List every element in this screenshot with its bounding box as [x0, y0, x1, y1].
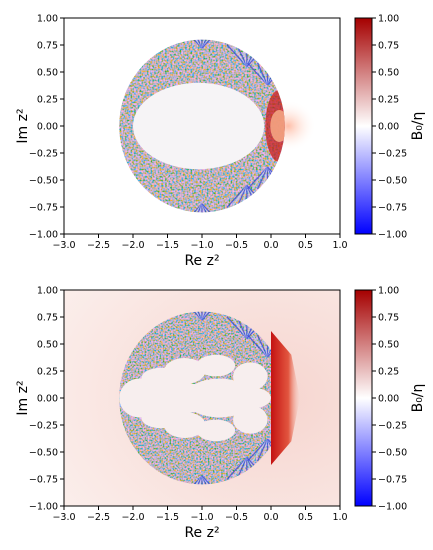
- interior-lobe: [184, 378, 254, 418]
- x-tick-label: −3.0: [52, 240, 75, 251]
- x-tick-label: −2.0: [121, 240, 144, 251]
- colorbar-tick-label: 0.75: [378, 41, 399, 52]
- x-tick-label: −1.0: [190, 512, 213, 523]
- red-cap: [271, 331, 300, 465]
- y-tick-label: 0.25: [37, 95, 58, 106]
- y-tick-label: −0.75: [29, 475, 58, 486]
- y-tick-label: −0.25: [29, 149, 58, 160]
- colorbar-label: B₀/η: [410, 112, 426, 141]
- x-tick-label: −0.5: [225, 240, 248, 251]
- colorbar-tick-label: −0.25: [378, 149, 407, 160]
- y-axis-label: Im z²: [15, 380, 31, 415]
- colorbar-tick-label: −0.50: [378, 176, 407, 187]
- colorbar-tick-label: 1.00: [378, 14, 399, 25]
- colorbar-tick-label: −0.75: [378, 475, 407, 486]
- colorbar-tick-label: −1.00: [378, 230, 407, 241]
- interior-lobe: [233, 405, 268, 434]
- interior-lobe: [196, 354, 236, 377]
- y-tick-label: 1.00: [37, 286, 58, 297]
- colorbar-tick-label: 0.25: [378, 367, 399, 378]
- interior-lobe: [229, 387, 271, 409]
- y-tick-label: 0.00: [37, 122, 58, 133]
- x-tick-label: −2.5: [87, 240, 110, 251]
- y-tick-label: 0.75: [37, 41, 58, 52]
- colorbar-label: B₀/η: [410, 384, 426, 413]
- x-axis-label: Re z²: [184, 253, 219, 269]
- y-tick-label: −1.00: [29, 502, 58, 513]
- colorbar: [354, 17, 373, 235]
- heatmap-panel-2: [64, 290, 340, 506]
- heatmap-panel-1: [64, 18, 340, 234]
- y-axis-label: Im z²: [15, 108, 31, 143]
- interior-lobe: [164, 412, 206, 438]
- x-tick-label: 0.0: [263, 512, 278, 523]
- x-tick-label: −3.0: [52, 512, 75, 523]
- colorbar-tick-label: 0.50: [378, 340, 399, 351]
- y-tick-label: 0.75: [37, 313, 58, 324]
- x-tick-label: 0.0: [263, 240, 278, 251]
- x-tick-label: −1.0: [190, 240, 213, 251]
- x-axis-label: Re z²: [184, 525, 219, 541]
- colorbar-tick-label: 0.25: [378, 95, 399, 106]
- colorbar-tick-label: 0.00: [378, 394, 399, 405]
- y-tick-label: 0.50: [37, 68, 58, 79]
- y-tick-label: 0.00: [37, 394, 58, 405]
- colorbar-tick-label: −0.50: [378, 448, 407, 459]
- y-tick-label: −0.50: [29, 448, 58, 459]
- y-tick-label: 0.50: [37, 340, 58, 351]
- colorbar-tick-label: 0.75: [378, 313, 399, 324]
- y-tick-label: −0.25: [29, 421, 58, 432]
- x-tick-label: −1.5: [156, 240, 179, 251]
- x-tick-label: 1.0: [332, 240, 347, 251]
- colorbar-tick-label: −0.75: [378, 203, 407, 214]
- x-tick-label: −0.5: [225, 512, 248, 523]
- y-tick-label: −1.00: [29, 230, 58, 241]
- interior-lobe: [119, 378, 161, 418]
- y-tick-label: 0.25: [37, 367, 58, 378]
- x-tick-label: −2.0: [121, 512, 144, 523]
- colorbar-tick-label: −0.25: [378, 421, 407, 432]
- interior-lobe: [233, 362, 268, 391]
- colorbar-tick-label: 0.50: [378, 68, 399, 79]
- interior-lobe: [133, 82, 265, 170]
- y-tick-label: −0.50: [29, 176, 58, 187]
- x-tick-label: −2.5: [87, 512, 110, 523]
- x-tick-label: 1.0: [332, 512, 347, 523]
- y-tick-label: −0.75: [29, 203, 58, 214]
- x-tick-label: 0.5: [298, 240, 313, 251]
- heatmap-region: [119, 311, 285, 485]
- colorbar-tick-label: −1.00: [378, 502, 407, 513]
- x-tick-label: 0.5: [298, 512, 313, 523]
- colorbar-tick-label: 0.00: [378, 122, 399, 133]
- x-tick-label: −1.5: [156, 512, 179, 523]
- colorbar-tick-label: 1.00: [378, 286, 399, 297]
- heatmap-region: [119, 39, 285, 213]
- colorbar: [354, 289, 373, 507]
- interior-lobe: [164, 358, 206, 384]
- y-tick-label: 1.00: [37, 14, 58, 25]
- interior-lobe: [196, 419, 236, 442]
